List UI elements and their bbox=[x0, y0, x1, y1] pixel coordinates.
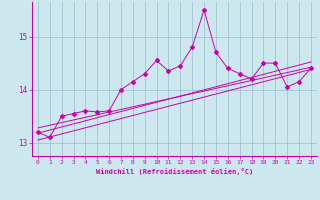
X-axis label: Windchill (Refroidissement éolien,°C): Windchill (Refroidissement éolien,°C) bbox=[96, 168, 253, 175]
